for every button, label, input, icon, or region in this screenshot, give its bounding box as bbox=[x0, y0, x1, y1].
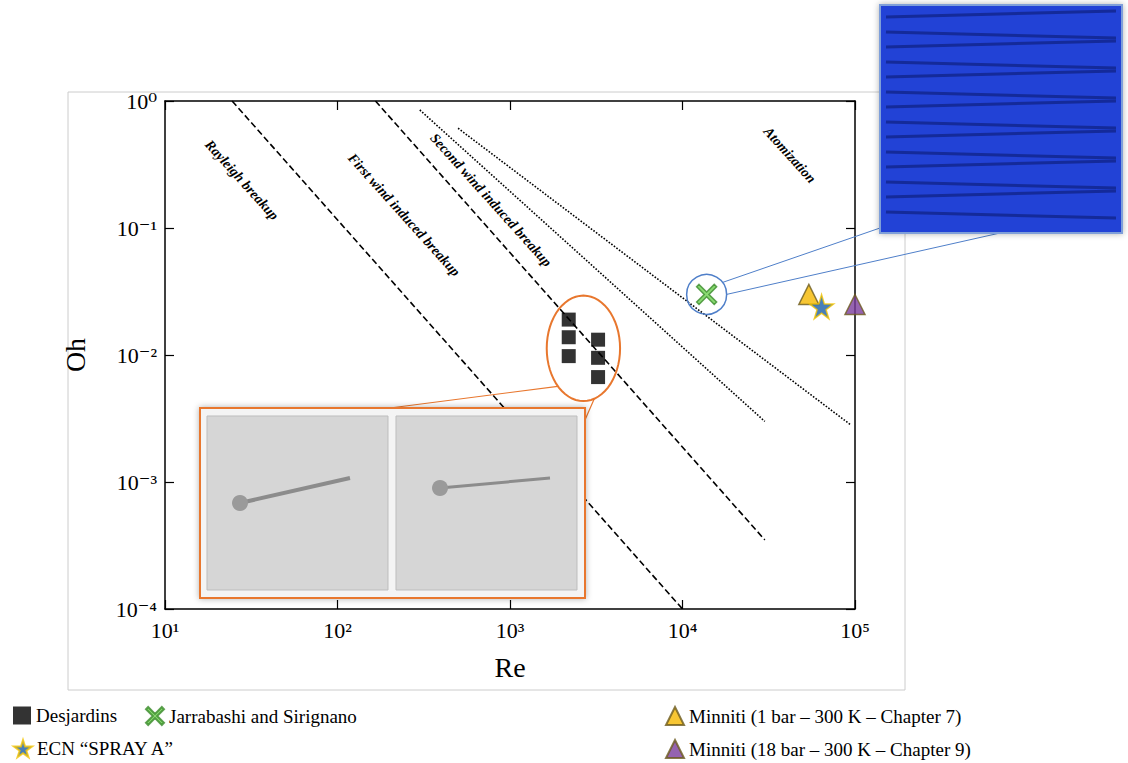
svg-text:Jarrabashi and Sirignano: Jarrabashi and Sirignano bbox=[169, 706, 357, 727]
svg-text:10⁴: 10⁴ bbox=[668, 618, 698, 643]
svg-text:10⁻⁴: 10⁻⁴ bbox=[115, 596, 157, 622]
svg-text:Rayleigh breakup: Rayleigh breakup bbox=[201, 136, 281, 223]
svg-text:10⁻¹: 10⁻¹ bbox=[117, 216, 157, 241]
svg-text:Minniti (18 bar – 300 K – Chap: Minniti (18 bar – 300 K – Chapter 9) bbox=[689, 739, 971, 761]
svg-text:Re: Re bbox=[494, 652, 525, 683]
svg-text:10⁵: 10⁵ bbox=[840, 618, 870, 643]
svg-text:10²: 10² bbox=[323, 618, 352, 643]
svg-text:10⁰: 10⁰ bbox=[126, 89, 157, 114]
svg-text:ECN “SPRAY A”: ECN “SPRAY A” bbox=[37, 738, 173, 759]
svg-text:Second wind induced breakup: Second wind induced breakup bbox=[427, 130, 554, 269]
svg-text:10¹: 10¹ bbox=[151, 618, 180, 643]
svg-text:Atomization: Atomization bbox=[760, 123, 819, 186]
svg-text:10⁻³: 10⁻³ bbox=[117, 470, 158, 495]
svg-text:First wind induced breakup: First wind induced breakup bbox=[344, 150, 463, 279]
svg-text:Desjardins: Desjardins bbox=[36, 705, 117, 726]
svg-text:10⁻²: 10⁻² bbox=[117, 343, 158, 368]
svg-text:Oh: Oh bbox=[60, 338, 91, 372]
svg-text:10³: 10³ bbox=[496, 618, 525, 643]
svg-text:Minniti (1 bar – 300 K – Chapt: Minniti (1 bar – 300 K – Chapter 7) bbox=[689, 706, 961, 728]
